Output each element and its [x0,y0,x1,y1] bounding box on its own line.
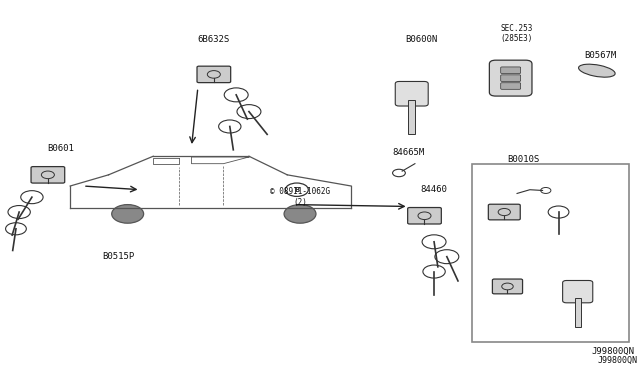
Text: J99800QN: J99800QN [597,356,637,365]
Circle shape [112,205,143,223]
Ellipse shape [579,64,615,77]
FancyBboxPatch shape [500,67,520,74]
FancyBboxPatch shape [563,280,593,303]
Circle shape [284,205,316,223]
Text: 6B632S: 6B632S [198,35,230,44]
FancyBboxPatch shape [396,81,428,106]
Text: J99800QN: J99800QN [591,347,634,356]
FancyBboxPatch shape [488,204,520,220]
Text: B: B [294,187,300,193]
FancyBboxPatch shape [500,75,520,81]
FancyBboxPatch shape [31,167,65,183]
FancyBboxPatch shape [492,279,523,294]
Text: 84665M: 84665M [392,148,425,157]
Text: SEC.253
(285E3): SEC.253 (285E3) [501,24,533,43]
Bar [575,298,580,327]
FancyBboxPatch shape [197,66,230,83]
Text: B0010S: B0010S [508,155,540,164]
Text: B0567M: B0567M [584,51,616,60]
Text: B0515P: B0515P [102,252,134,261]
Text: 84460: 84460 [420,185,447,194]
FancyBboxPatch shape [500,83,520,89]
Text: © 08911-1062G
(2): © 08911-1062G (2) [270,187,330,207]
Text: B0600N: B0600N [405,35,437,44]
Bar [472,164,628,342]
Text: B0601: B0601 [47,144,74,153]
FancyBboxPatch shape [490,60,532,96]
FancyBboxPatch shape [408,208,442,224]
Bar [408,100,415,134]
